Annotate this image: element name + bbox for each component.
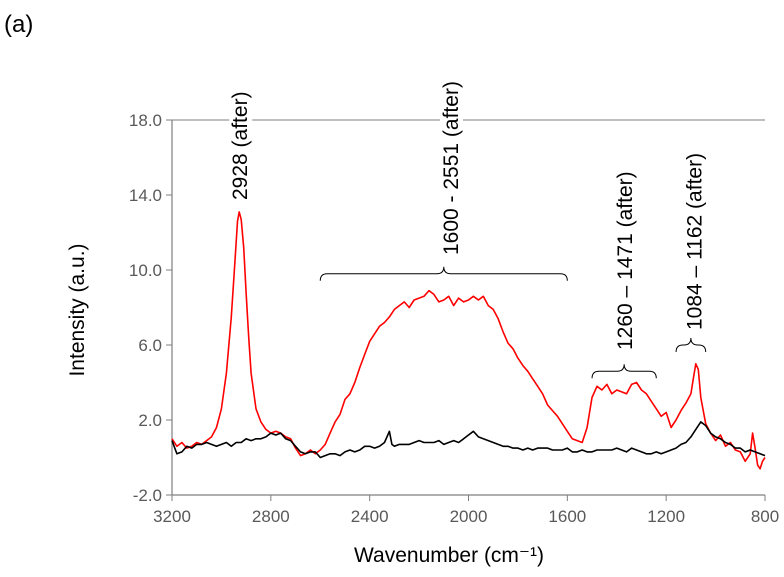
y-tick-label: 2.0 — [138, 411, 162, 430]
y-tick-label: 10.0 — [129, 261, 162, 280]
annotation-label-backing — [439, 78, 463, 258]
x-axis-title: Wavenumber (cm⁻¹) — [354, 544, 544, 567]
y-tick-label: 14.0 — [129, 186, 162, 205]
y-tick-label: 18.0 — [129, 111, 162, 130]
x-tick-label: 1600 — [548, 507, 586, 526]
series-before-line — [171, 421, 766, 459]
y-tick-label: -2.0 — [133, 486, 162, 505]
x-tick-label: 1200 — [647, 507, 685, 526]
x-tick-label: 2800 — [252, 507, 290, 526]
annotation-label-backing — [683, 149, 707, 333]
series-after-line — [171, 211, 766, 470]
annotation-label: 1600 - 2551 (after) — [440, 81, 463, 255]
y-tick-label: 6.0 — [138, 336, 162, 355]
series-group — [171, 211, 766, 470]
x-tick-label: 2000 — [450, 507, 488, 526]
annotation-label: 2928 (after) — [229, 91, 252, 200]
x-tick-label: 3200 — [153, 507, 191, 526]
annotation-bracket — [675, 337, 707, 353]
axes: -2.0 2.0 6.0 10.0 14.0 18.0 3200 2800 2400 2000 16… — [129, 111, 779, 526]
x-tick-label: 2400 — [351, 507, 389, 526]
annotation-label-backing — [614, 168, 638, 353]
annotation-bracket — [591, 364, 657, 379]
annotation-bracket — [319, 266, 568, 281]
panel-label: (a) — [4, 11, 33, 38]
annotation-label-backing — [229, 88, 253, 203]
y-axis-title: Intensity (a.u.) — [66, 243, 89, 376]
annotation-label: 1260 – 1471 (after) — [614, 171, 637, 350]
x-tick-label: 800 — [751, 507, 779, 526]
annotation-label: 1084 – 1162 (after) — [683, 153, 706, 330]
annotations-group: 2928 (after) 1600 - 2551 (after) 1260 – 14… — [229, 78, 707, 379]
